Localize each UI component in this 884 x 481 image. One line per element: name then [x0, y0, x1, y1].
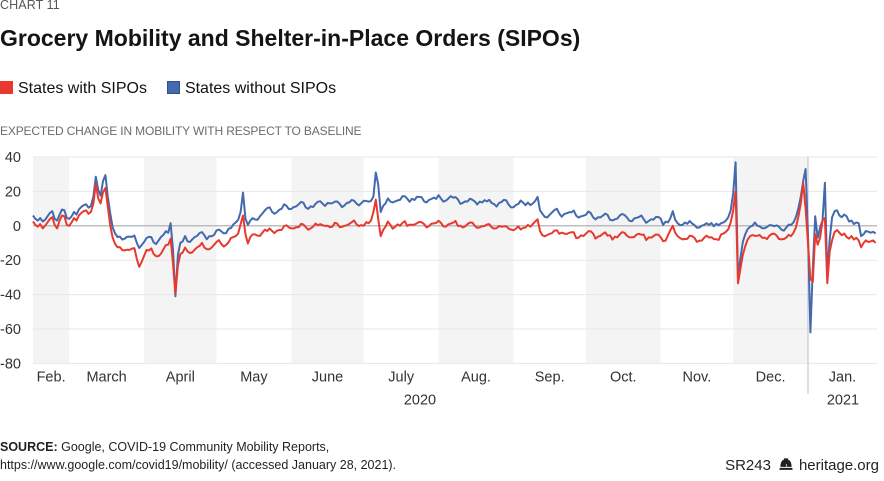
svg-text:Nov.: Nov. — [683, 370, 712, 386]
svg-text:2020: 2020 — [404, 393, 436, 409]
svg-text:Oct.: Oct. — [610, 370, 637, 386]
svg-text:2021: 2021 — [827, 393, 859, 409]
svg-text:-20: -20 — [0, 253, 21, 269]
svg-text:-60: -60 — [0, 322, 21, 338]
svg-text:March: March — [86, 370, 126, 386]
svg-text:Feb.: Feb. — [37, 370, 66, 386]
svg-text:April: April — [166, 370, 195, 386]
svg-text:20: 20 — [5, 184, 21, 200]
svg-text:40: 40 — [5, 150, 21, 166]
svg-text:Jan.: Jan. — [829, 370, 856, 386]
svg-text:Sep.: Sep. — [535, 370, 565, 386]
svg-text:-80: -80 — [0, 356, 21, 372]
svg-text:Aug.: Aug. — [461, 370, 491, 386]
svg-text:Dec.: Dec. — [756, 370, 786, 386]
svg-text:June: June — [312, 370, 343, 386]
svg-text:0: 0 — [13, 219, 21, 235]
svg-text:May: May — [240, 370, 268, 386]
svg-text:July: July — [388, 370, 415, 386]
svg-text:-40: -40 — [0, 288, 21, 304]
